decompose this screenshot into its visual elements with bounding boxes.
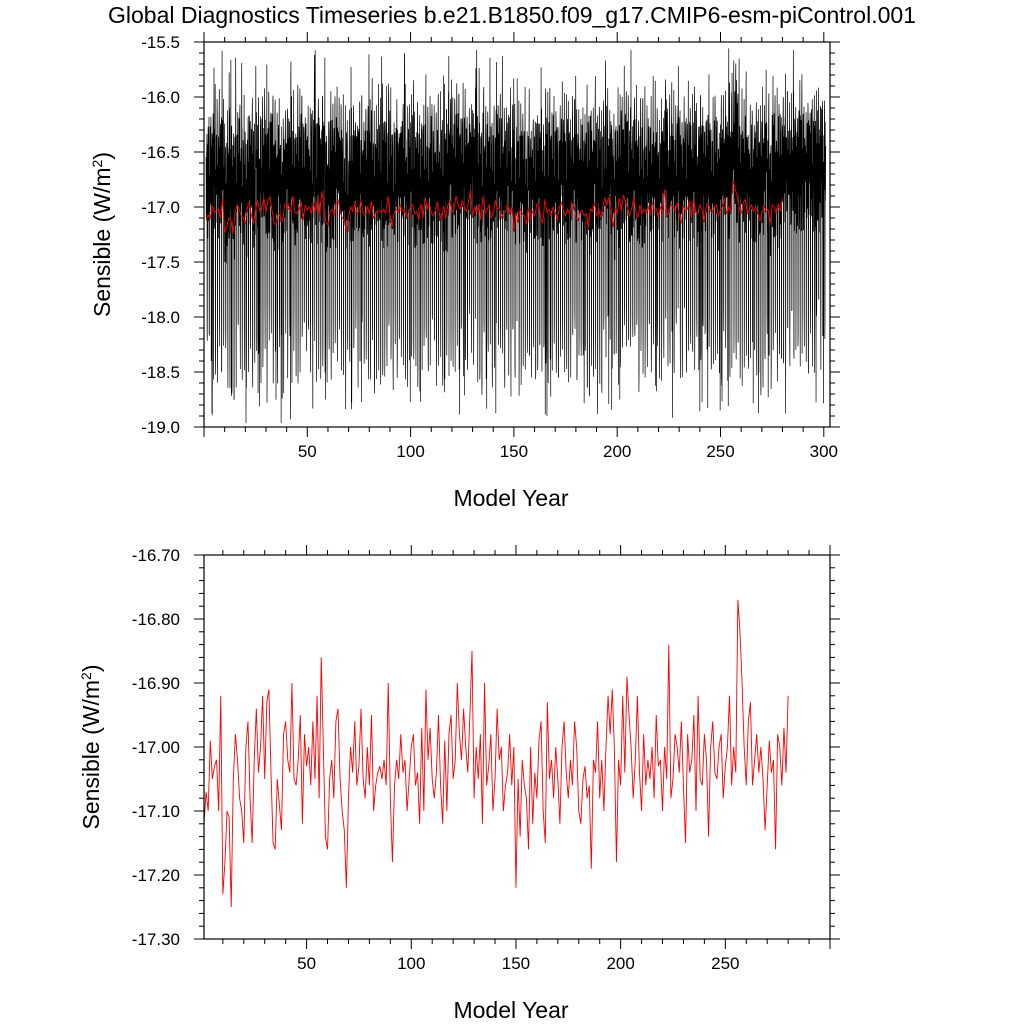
y-tick-label: -16.70 [132, 546, 180, 565]
x-tick-label: 100 [397, 954, 425, 973]
annual-mean-series-line [205, 181, 783, 235]
x-tick-label: 150 [500, 442, 528, 461]
y-tick-label: -17.30 [132, 930, 180, 949]
x-tick-label: 50 [298, 442, 317, 461]
y-tick-label: -18.0 [141, 308, 180, 327]
bottom-chart-panel: 50 100 150 200 250 -17.30 -17.20 -17.10 -17.00 -1… [78, 545, 840, 1023]
y-tick-label: -17.00 [132, 738, 180, 757]
y-tick-label: -17.10 [132, 802, 180, 821]
plot-frame [203, 41, 831, 428]
y-tick-label: -17.20 [132, 866, 180, 885]
x-axis-title: Model Year [453, 997, 568, 1023]
plot-area [204, 599, 789, 908]
x-tick-label: 250 [711, 954, 739, 973]
y-axis-title: Sensible (W/m2) [89, 152, 115, 317]
x-tick-label: 200 [603, 442, 631, 461]
y-tick-label: -17.0 [141, 198, 180, 217]
x-tick-label: 150 [502, 954, 530, 973]
x-tick-label: 250 [706, 442, 734, 461]
annual-mean-series-line [204, 599, 789, 908]
y-tick-label: -19.0 [141, 418, 180, 437]
y-tick-label: -17.5 [141, 253, 180, 272]
y-tick-label: -16.90 [132, 674, 180, 693]
top-chart-panel: 50 100 150 200 250 300 -19.0 -18.5 -18.0 -17.5 -17… [89, 32, 840, 511]
x-tick-label: 300 [810, 442, 838, 461]
plot-area [205, 48, 827, 424]
y-tick-label: -16.0 [141, 88, 180, 107]
monthly-series-line [205, 48, 827, 424]
x-axis-title: Model Year [453, 485, 568, 511]
x-tick-label: 200 [606, 954, 634, 973]
y-axis-title: Sensible (W/m2) [78, 664, 104, 829]
x-tick-label: 50 [297, 954, 316, 973]
y-tick-label: -16.80 [132, 610, 180, 629]
y-tick-label: -16.5 [141, 143, 180, 162]
y-tick-label: -18.5 [141, 363, 180, 382]
y-tick-label: -15.5 [141, 33, 180, 52]
x-tick-label: 100 [396, 442, 424, 461]
page-title: Global Diagnostics Timeseries b.e21.B185… [108, 2, 916, 28]
